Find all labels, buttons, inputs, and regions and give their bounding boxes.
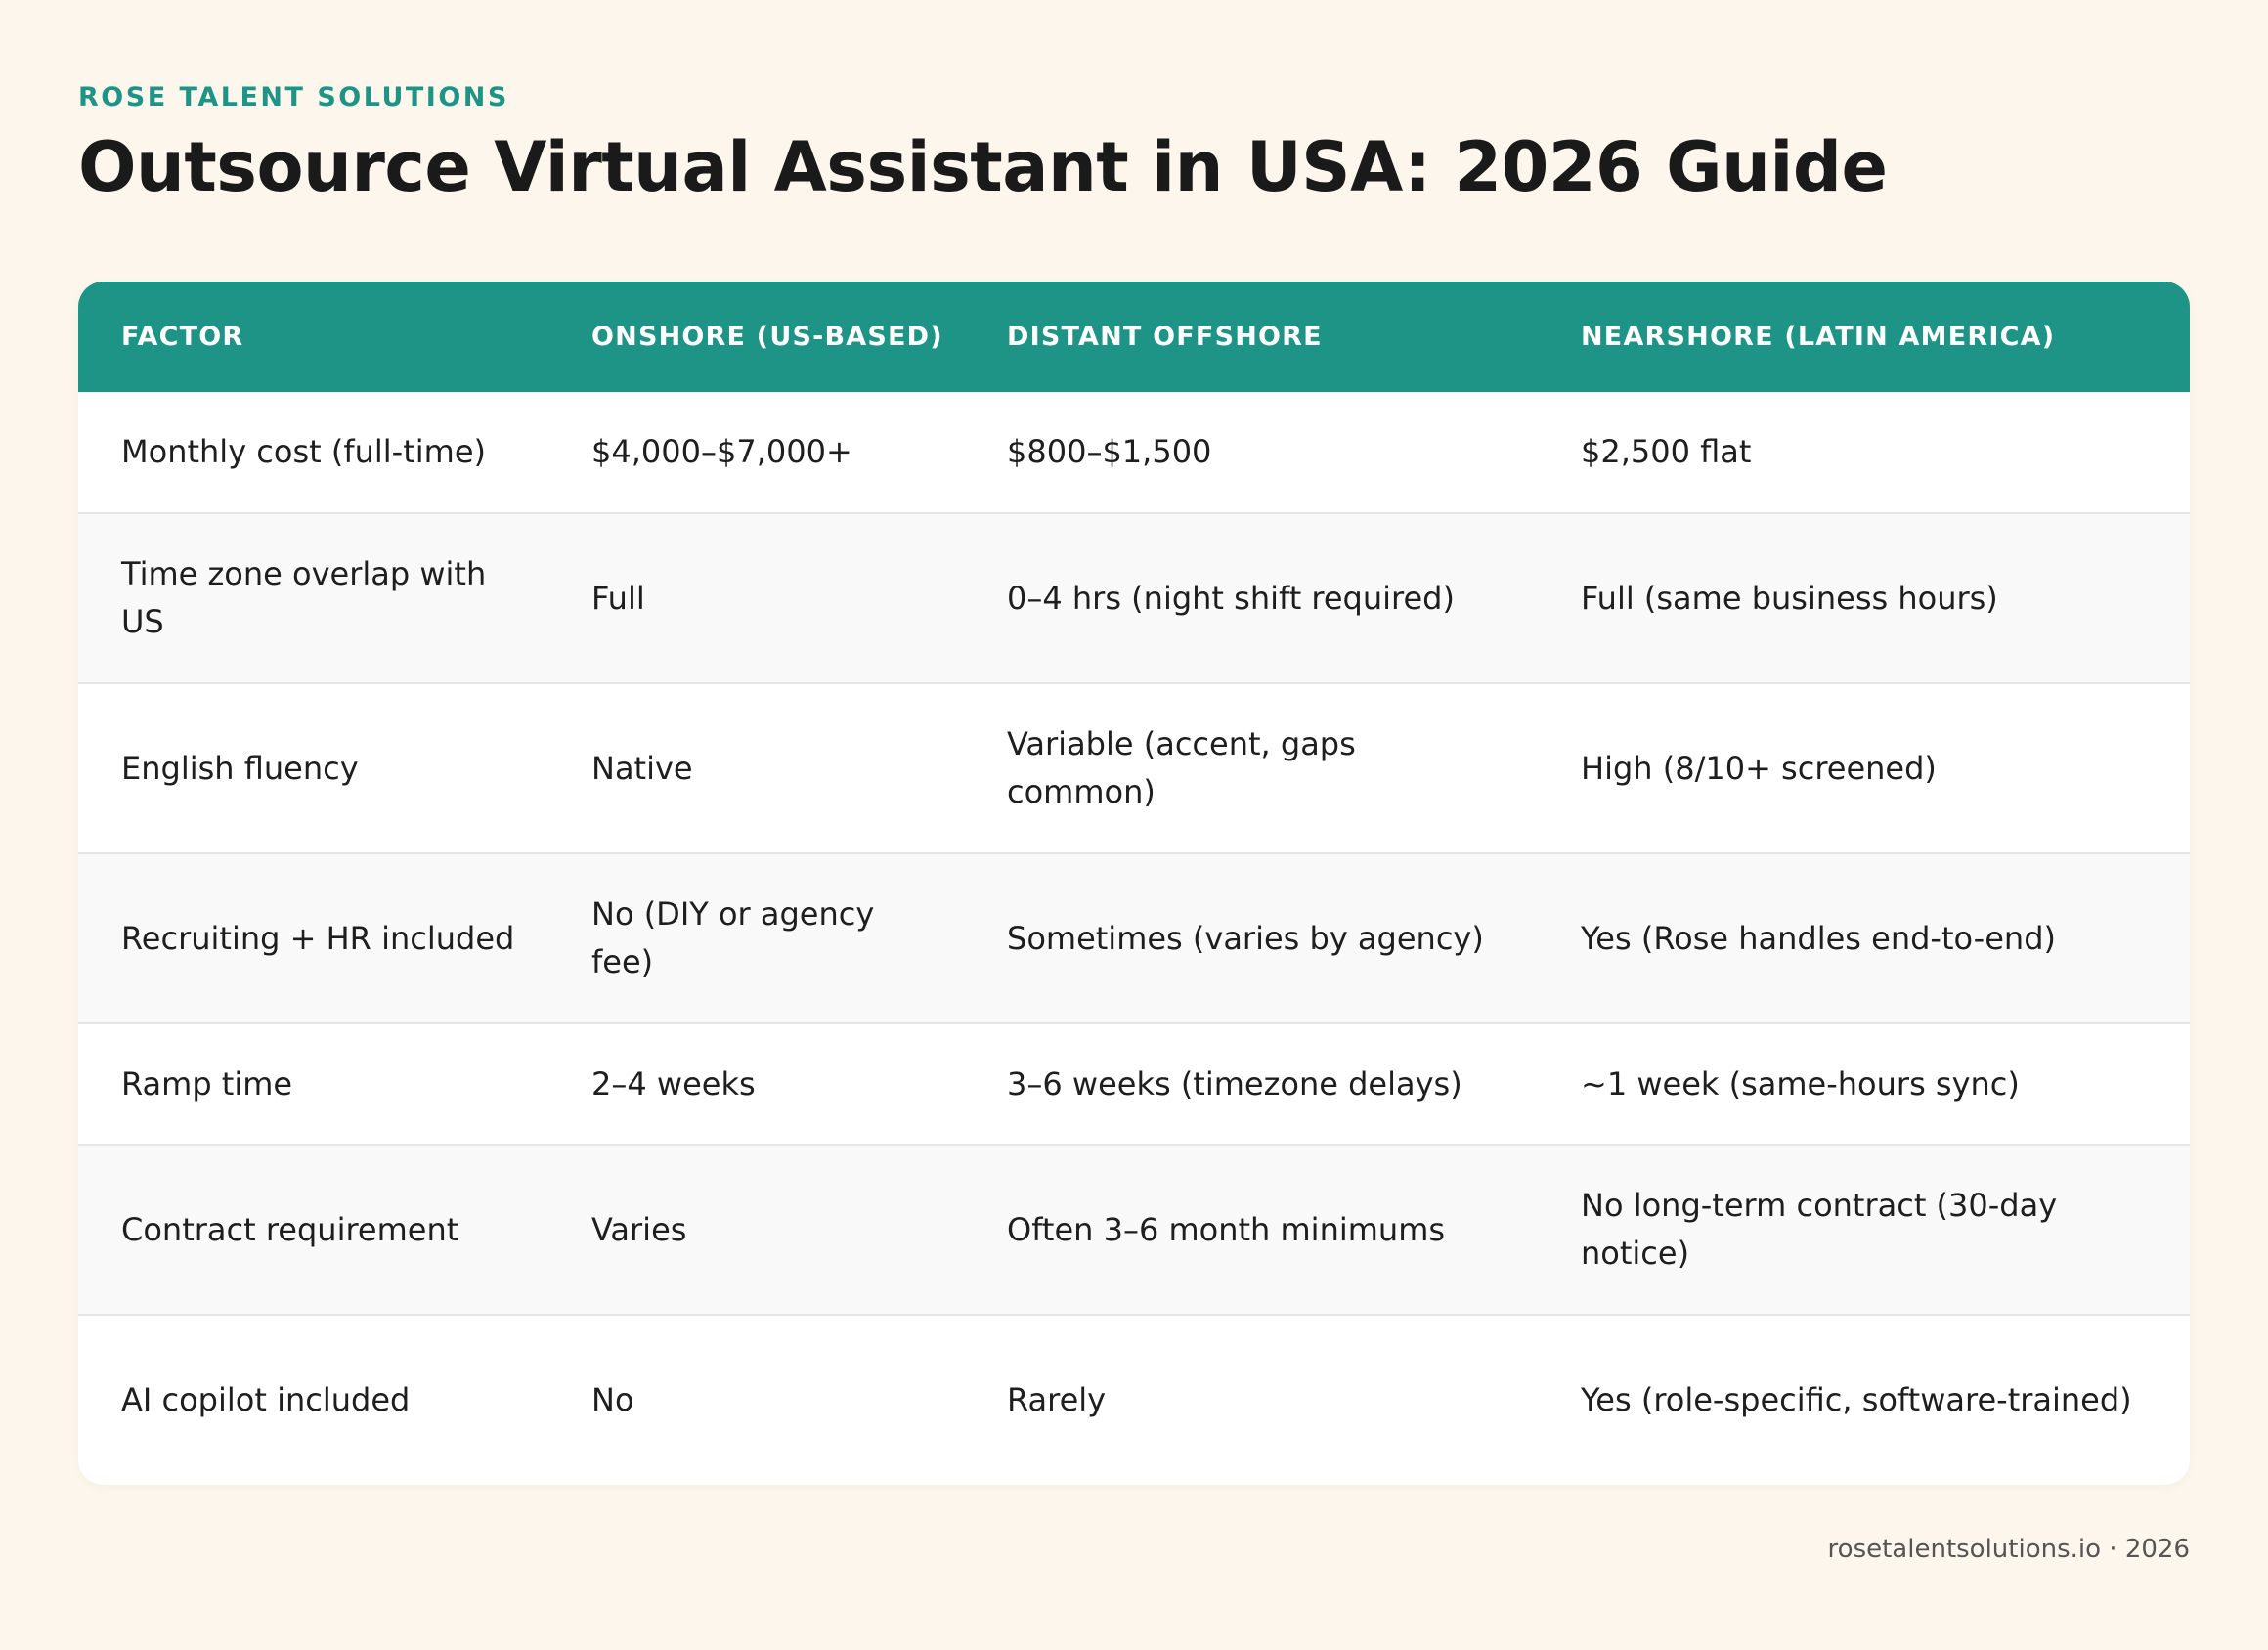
table-row: AI copilot included No Rarely Yes (role-… — [78, 1314, 2190, 1485]
cell-factor: AI copilot included — [78, 1314, 548, 1485]
cell-factor: English fluency — [78, 682, 548, 853]
table-row: Time zone overlap with US Full 0–4 hrs (… — [78, 512, 2190, 683]
cell-onshore: Varies — [548, 1144, 964, 1315]
cell-offshore: 3–6 weeks (timezone delays) — [964, 1022, 1538, 1145]
table-header: FACTOR ONSHORE (US-BASED) DISTANT OFFSHO… — [78, 282, 2190, 392]
cell-nearshore: Yes (Rose handles end-to-end) — [1538, 852, 2190, 1023]
brand-name: ROSE TALENT SOLUTIONS — [78, 82, 509, 112]
header-offshore: DISTANT OFFSHORE — [1007, 322, 1323, 352]
cell-onshore: 2–4 weeks — [548, 1022, 964, 1145]
cell-nearshore: No long-term contract (30-day notice) — [1538, 1144, 2190, 1315]
cell-nearshore: $2,500 flat — [1581, 433, 1752, 470]
footer-credit: rosetalentsolutions.io · 2026 — [1827, 1535, 2190, 1564]
header-factor: FACTOR — [121, 322, 244, 352]
header-row: FACTOR ONSHORE (US-BASED) DISTANT OFFSHO… — [78, 282, 2190, 392]
cell-factor: Time zone overlap with US — [78, 512, 548, 683]
cell-onshore: No — [548, 1314, 964, 1485]
table-row: Monthly cost (full-time) $4,000–$7,000+ … — [78, 392, 2190, 513]
comparison-table-card: FACTOR ONSHORE (US-BASED) DISTANT OFFSHO… — [78, 282, 2190, 1485]
cell-factor: Monthly cost (full-time) — [121, 433, 486, 470]
cell-offshore: Sometimes (varies by agency) — [964, 852, 1538, 1023]
cell-nearshore: Full (same business hours) — [1538, 512, 2190, 683]
header-onshore: ONSHORE (US-BASED) — [591, 322, 943, 352]
header-nearshore: NEARSHORE (LATIN AMERICA) — [1581, 322, 2056, 352]
cell-nearshore: Yes (role-specific, software-trained) — [1538, 1314, 2190, 1485]
cell-onshore: Full — [548, 512, 964, 683]
cell-factor: Recruiting + HR included — [78, 852, 548, 1023]
table-row: Contract requirement Varies Often 3–6 mo… — [78, 1144, 2190, 1315]
cell-nearshore: ~1 week (same-hours sync) — [1538, 1022, 2190, 1145]
cell-offshore: Variable (accent, gaps common) — [964, 682, 1538, 853]
table-row: English fluency Native Variable (accent,… — [78, 682, 2190, 853]
cell-offshore: $800–$1,500 — [1007, 433, 1212, 470]
cell-factor: Ramp time — [78, 1022, 548, 1145]
cell-onshore: Native — [548, 682, 964, 853]
comparison-table: FACTOR ONSHORE (US-BASED) DISTANT OFFSHO… — [78, 282, 2190, 1485]
cell-onshore: $4,000–$7,000+ — [591, 433, 852, 470]
cell-onshore: No (DIY or agency fee) — [548, 852, 964, 1023]
cell-offshore: Rarely — [964, 1314, 1538, 1485]
cell-offshore: Often 3–6 month minimums — [964, 1144, 1538, 1315]
cell-nearshore: High (8/10+ screened) — [1538, 682, 2190, 853]
page-title: Outsource Virtual Assistant in USA: 2026… — [78, 127, 1888, 207]
cell-offshore: 0–4 hrs (night shift required) — [964, 512, 1538, 683]
table-row: Ramp time 2–4 weeks 3–6 weeks (timezone … — [78, 1022, 2190, 1145]
table-body: Monthly cost (full-time) $4,000–$7,000+ … — [78, 392, 2190, 1485]
cell-factor: Contract requirement — [78, 1144, 548, 1315]
table-row: Recruiting + HR included No (DIY or agen… — [78, 852, 2190, 1023]
